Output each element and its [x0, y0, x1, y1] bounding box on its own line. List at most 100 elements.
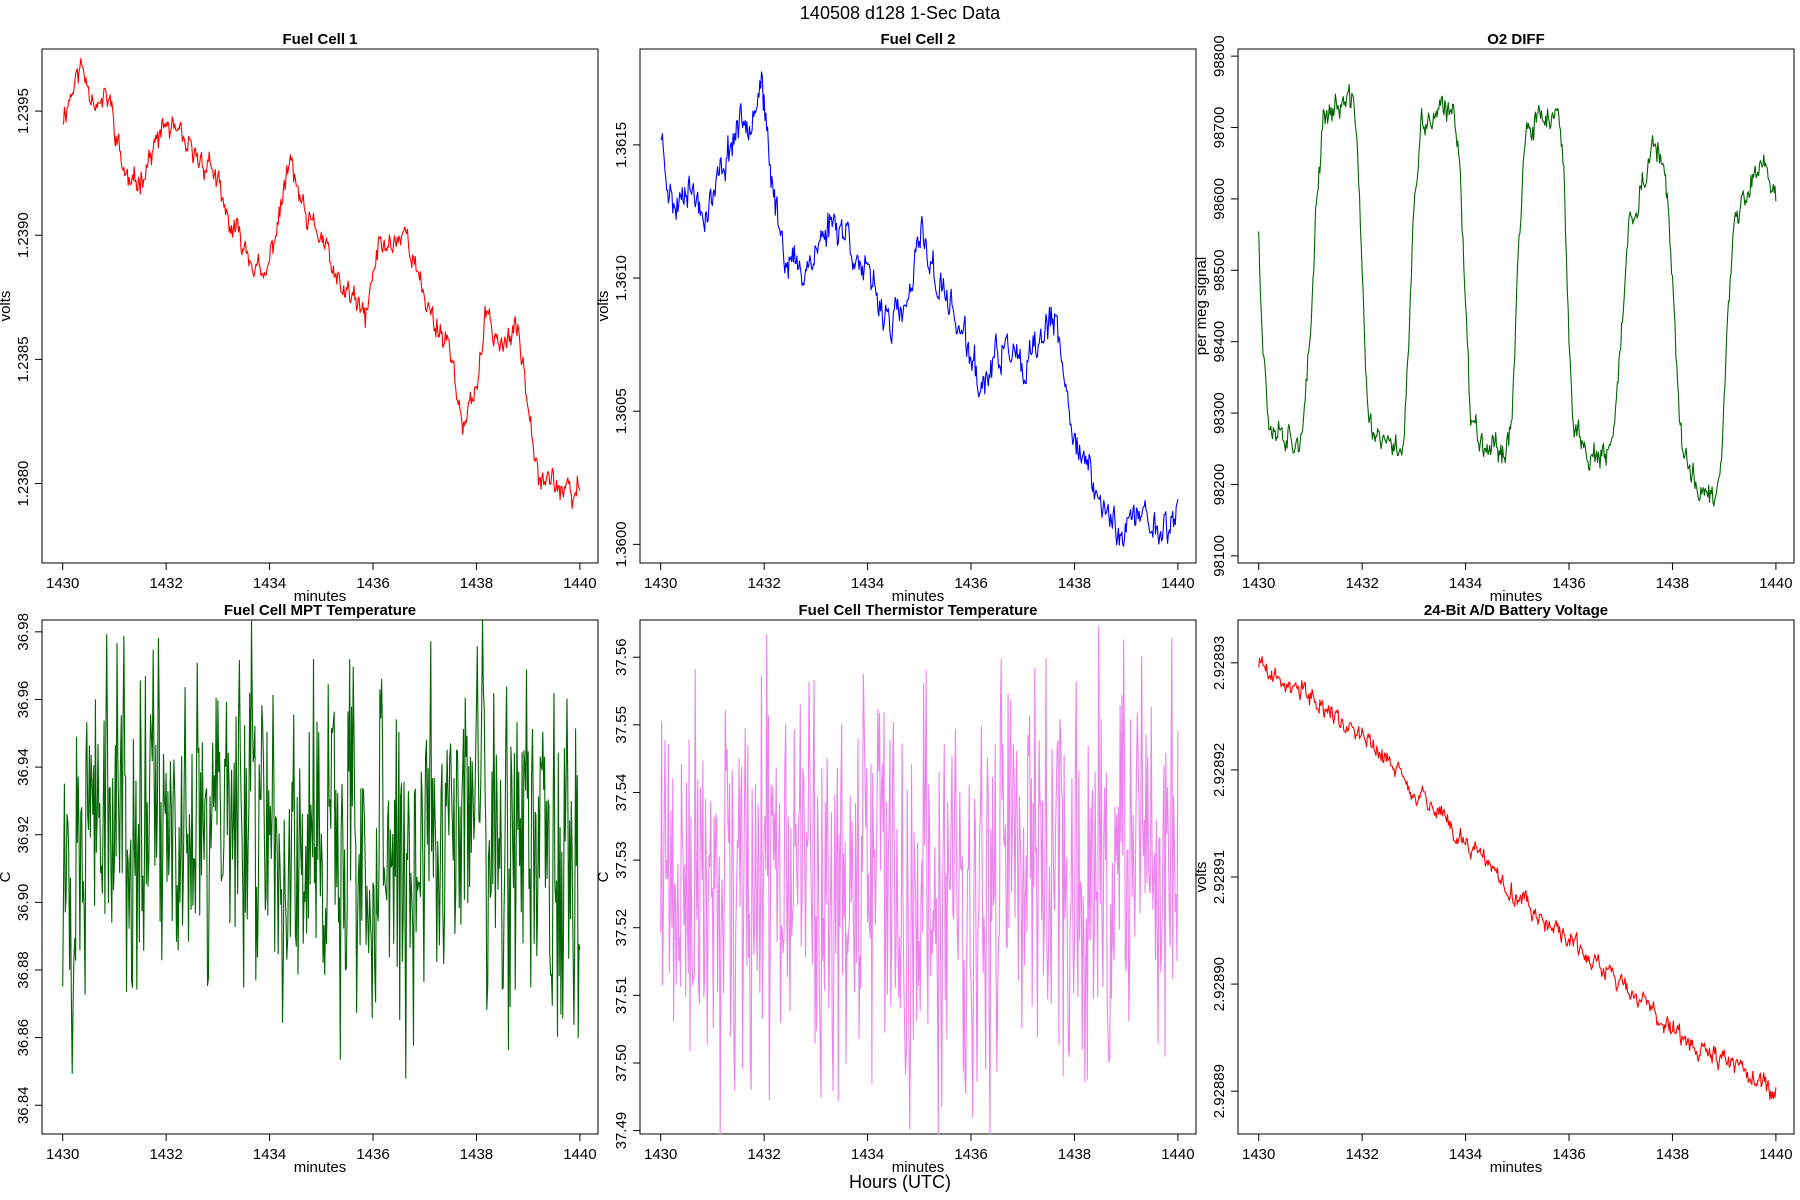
- x-axis-label: minutes: [294, 588, 347, 605]
- chart-panel: Fuel Cell 1 1430 1432 1434 1436 1438 1440 minut…: [0, 31, 599, 605]
- y-tick-label: 36.86: [15, 1019, 32, 1057]
- y-tick-label: 1.2380: [15, 461, 32, 507]
- y-tick-label: 36.96: [15, 681, 32, 719]
- x-tick-label: 1436: [356, 575, 389, 592]
- y-tick-label: 98500: [1211, 249, 1228, 291]
- y-axis-label: C: [0, 871, 14, 882]
- x-tick-label: 1432: [1345, 575, 1378, 592]
- y-tick-label: 2.92891: [1211, 850, 1228, 904]
- y-tick-label: 98300: [1211, 392, 1228, 434]
- y-tick-label: 1.3605: [613, 388, 630, 434]
- panel-title: Fuel Cell Thermistor Temperature: [799, 602, 1038, 619]
- series-line: [660, 71, 1179, 547]
- x-tick-label: 1438: [460, 575, 493, 592]
- chart-panel: 24-Bit A/D Battery Voltage 1430 1432 1434 14…: [1193, 602, 1795, 1176]
- x-tick-label: 1434: [851, 1146, 884, 1163]
- y-tick-label: 2.92892: [1211, 743, 1228, 797]
- x-tick-label: 1436: [954, 1146, 987, 1163]
- x-tick-label: 1436: [356, 1146, 389, 1163]
- plot-frame: [41, 48, 599, 564]
- y-tick-label: 98700: [1211, 107, 1228, 149]
- x-axis-label: minutes: [892, 1159, 945, 1176]
- y-tick-label: 36.84: [15, 1086, 32, 1124]
- x-tick-label: 1432: [149, 575, 182, 592]
- y-tick-label: 37.50: [613, 1044, 630, 1082]
- x-tick-label: 1434: [253, 575, 286, 592]
- panel-title: O2 DIFF: [1487, 31, 1545, 48]
- x-tick-label: 1434: [253, 1146, 286, 1163]
- x-tick-label: 1436: [954, 575, 987, 592]
- x-axis-label: minutes: [294, 1159, 347, 1176]
- y-tick-label: 37.55: [613, 706, 630, 744]
- y-tick-label: 1.2395: [15, 88, 32, 134]
- x-tick-label: 1440: [1161, 575, 1194, 592]
- x-tick-label: 1432: [747, 575, 780, 592]
- figure-x-axis-label: Hours (UTC): [849, 1172, 951, 1192]
- y-axis-label: volts: [1193, 862, 1210, 893]
- y-tick-label: 37.53: [613, 841, 630, 879]
- x-tick-label: 1430: [46, 575, 79, 592]
- chart-panel: Fuel Cell MPT Temperature 1430 1432 1434 143…: [0, 602, 599, 1176]
- y-tick-label: 36.92: [15, 816, 32, 854]
- y-tick-label: 36.98: [15, 613, 32, 651]
- x-axis-label: minutes: [1490, 588, 1543, 605]
- y-tick-label: 98400: [1211, 321, 1228, 363]
- x-tick-label: 1440: [1759, 575, 1792, 592]
- x-axis-label: minutes: [1490, 1159, 1543, 1176]
- series-line: [660, 625, 1179, 1135]
- y-tick-label: 37.56: [613, 638, 630, 676]
- y-tick-label: 98600: [1211, 178, 1228, 220]
- x-tick-label: 1436: [1552, 575, 1585, 592]
- x-tick-label: 1436: [1552, 1146, 1585, 1163]
- y-tick-label: 36.90: [15, 884, 32, 922]
- x-tick-label: 1432: [1345, 1146, 1378, 1163]
- x-tick-label: 1430: [644, 575, 677, 592]
- series-line: [1258, 656, 1777, 1101]
- plot-frame: [1237, 48, 1795, 564]
- y-tick-label: 36.88: [15, 951, 32, 989]
- y-tick-label: 37.51: [613, 977, 630, 1015]
- x-tick-label: 1430: [644, 1146, 677, 1163]
- x-tick-label: 1434: [1449, 1146, 1482, 1163]
- panel-title: Fuel Cell MPT Temperature: [224, 602, 416, 619]
- y-tick-label: 1.3615: [613, 122, 630, 168]
- figure-title: 140508 d128 1-Sec Data: [800, 3, 1001, 23]
- plot-frame: [639, 48, 1197, 564]
- x-tick-label: 1432: [149, 1146, 182, 1163]
- plot-frame: [639, 619, 1197, 1135]
- plot-frame: [41, 619, 599, 1135]
- y-tick-label: 98100: [1211, 535, 1228, 577]
- y-tick-label: 1.3610: [613, 255, 630, 301]
- series-line: [62, 57, 581, 510]
- x-tick-label: 1440: [1161, 1146, 1194, 1163]
- x-axis-label: minutes: [892, 588, 945, 605]
- x-tick-label: 1434: [1449, 575, 1482, 592]
- x-tick-label: 1432: [747, 1146, 780, 1163]
- x-tick-label: 1430: [1242, 1146, 1275, 1163]
- chart-panel: Fuel Cell 2 1430 1432 1434 1436 1438 1440 minut…: [595, 31, 1197, 605]
- y-tick-label: 98200: [1211, 464, 1228, 506]
- y-tick-label: 1.2390: [15, 212, 32, 258]
- x-tick-label: 1430: [1242, 575, 1275, 592]
- panel-title: Fuel Cell 1: [282, 31, 357, 48]
- x-tick-label: 1438: [460, 1146, 493, 1163]
- y-tick-label: 37.49: [613, 1112, 630, 1150]
- chart-panel: Fuel Cell Thermistor Temperature 1430 1432…: [595, 602, 1197, 1176]
- x-tick-label: 1438: [1656, 1146, 1689, 1163]
- x-tick-label: 1438: [1656, 575, 1689, 592]
- y-tick-label: 2.92893: [1211, 636, 1228, 690]
- panel-title: 24-Bit A/D Battery Voltage: [1424, 602, 1608, 619]
- x-tick-label: 1430: [46, 1146, 79, 1163]
- y-tick-label: 2.92890: [1211, 957, 1228, 1011]
- y-axis-label: C: [595, 871, 612, 882]
- x-tick-label: 1440: [563, 1146, 596, 1163]
- y-tick-label: 2.92889: [1211, 1064, 1228, 1118]
- y-tick-label: 1.3600: [613, 521, 630, 567]
- y-tick-label: 1.2385: [15, 336, 32, 382]
- y-axis-label: volts: [0, 291, 14, 322]
- series-line: [62, 619, 581, 1079]
- series-line: [1258, 83, 1777, 507]
- x-tick-label: 1440: [1759, 1146, 1792, 1163]
- x-tick-label: 1438: [1058, 575, 1091, 592]
